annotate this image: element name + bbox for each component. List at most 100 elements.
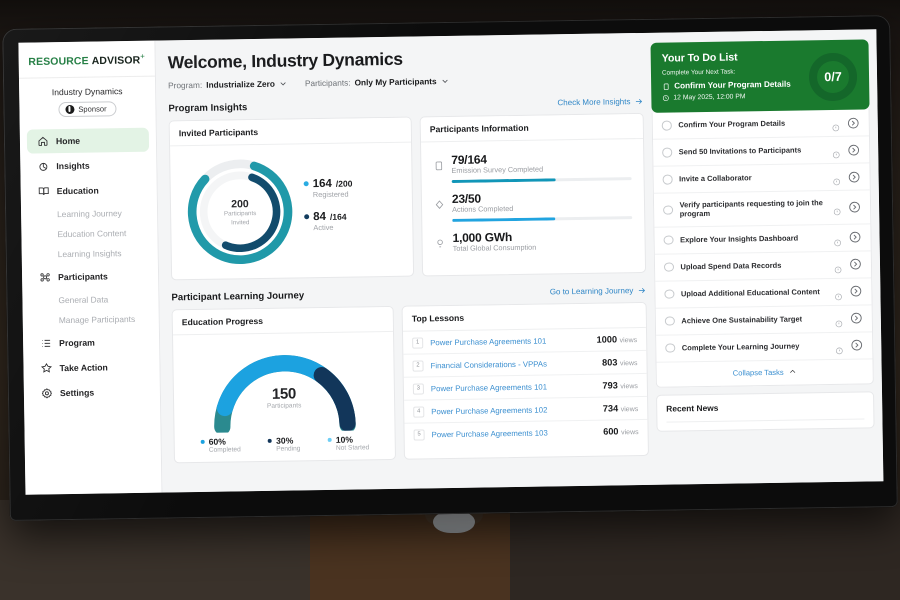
info-icon[interactable] — [834, 287, 842, 300]
sidebar-item-education-content[interactable]: Education Content — [57, 227, 127, 239]
chevron-right-icon[interactable] — [850, 339, 863, 352]
list-item[interactable]: Verify participants requesting to join t… — [653, 190, 871, 228]
lesson-title[interactable]: Power Purchase Agreements 103 — [431, 427, 548, 439]
lesson-title[interactable]: Power Purchase Agreements 101 — [430, 335, 547, 347]
lesson-views-suffix: views — [619, 360, 638, 368]
check-more-insights-label: Check More Insights — [557, 97, 631, 108]
page-title: Welcome, Industry Dynamics — [167, 48, 403, 73]
list-item[interactable]: Achieve One Sustainability Target — [655, 304, 873, 336]
program-filter[interactable]: Program: Industrialize Zero — [168, 79, 287, 90]
participants-information-card: Participants Information 79/164 Emission… — [419, 112, 647, 277]
info-row-emission-survey: 79/164 Emission Survey Completed — [433, 150, 632, 183]
chevron-right-icon[interactable] — [848, 231, 861, 244]
learning-journey-title: Participant Learning Journey — [171, 290, 305, 304]
sidebar-item-label: Program — [59, 337, 95, 348]
chevron-right-icon[interactable] — [848, 170, 861, 183]
task-checkbox[interactable] — [665, 343, 675, 353]
sidebar: RESOURCE ADVISOR+ Industry Dynamics Spon… — [18, 40, 163, 495]
chevron-right-icon[interactable] — [848, 200, 861, 213]
info-icon[interactable] — [835, 341, 843, 354]
sidebar-item-general-data[interactable]: General Data — [58, 293, 109, 305]
lesson-views: 600 — [603, 426, 619, 437]
completed-pct: 60% — [208, 436, 226, 447]
sidebar-item-manage-participants[interactable]: Manage Participants — [58, 313, 136, 325]
lesson-title[interactable]: Power Purchase Agreements 101 — [430, 381, 548, 393]
logo-superscript: + — [140, 51, 146, 61]
active-total: /164 — [329, 211, 347, 222]
desk-surface-right — [510, 500, 900, 600]
book-icon — [38, 185, 50, 197]
check-more-insights-link[interactable]: Check More Insights — [557, 97, 643, 107]
lesson-title[interactable]: Financial Considerations - VPPAs — [430, 358, 548, 370]
info-icon[interactable] — [833, 173, 841, 186]
sidebar-item-program[interactable]: Program — [30, 329, 152, 355]
invited-center-label-2: Invited — [231, 219, 250, 227]
recent-news-card: Recent News — [656, 390, 875, 432]
task-checkbox[interactable] — [662, 147, 672, 158]
info-icon[interactable] — [835, 314, 843, 327]
list-item[interactable]: Upload Additional Educational Content — [655, 277, 872, 309]
list-item[interactable]: Upload Spend Data Records — [654, 250, 872, 282]
list-item[interactable]: Send 50 Invitations to Participants — [653, 136, 870, 167]
info-icon[interactable] — [834, 260, 842, 273]
sidebar-item-settings[interactable]: Settings — [31, 379, 153, 405]
sidebar-item-education[interactable]: Education — [28, 177, 150, 203]
chevron-right-icon[interactable] — [849, 258, 862, 271]
arrow-right-icon — [637, 286, 646, 295]
sponsor-badge-wrap: Sponsor — [19, 100, 155, 126]
lesson-rank: 3 — [412, 382, 424, 395]
actions-completed-progressbar — [452, 216, 633, 222]
pending-pct: 30% — [276, 435, 294, 446]
actions-completed-label: Actions Completed — [452, 203, 514, 214]
sidebar-item-learning-insights[interactable]: Learning Insights — [57, 247, 122, 259]
chevron-right-icon[interactable] — [847, 116, 860, 129]
todo-progress-value: 0/7 — [824, 69, 842, 85]
sponsor-badge[interactable]: Sponsor — [58, 100, 117, 117]
chevron-right-icon[interactable] — [850, 312, 863, 325]
task-checkbox[interactable] — [661, 120, 672, 131]
info-icon[interactable] — [832, 146, 840, 159]
lesson-views: 793 — [602, 380, 618, 391]
sidebar-item-home[interactable]: Home — [26, 127, 150, 154]
list-item[interactable]: Complete Your Learning Journey — [656, 331, 873, 363]
todo-next-task: Confirm Your Program Details — [662, 79, 858, 91]
info-icon[interactable] — [832, 119, 840, 132]
sidebar-item-label: Home — [55, 135, 81, 146]
invited-donut-chart: 200 Participants Invited — [179, 153, 301, 270]
emission-survey-progressbar — [451, 177, 632, 183]
go-to-learning-journey-link[interactable]: Go to Learning Journey — [550, 286, 647, 296]
info-icon[interactable] — [833, 203, 841, 216]
chevron-down-icon — [441, 77, 449, 85]
legend-item-registered: 164/200 Registered — [303, 177, 353, 199]
education-progress-title: Education Progress — [172, 306, 393, 336]
sidebar-item-take-action[interactable]: Take Action — [30, 354, 152, 380]
task-checkbox[interactable] — [664, 316, 675, 326]
sponsor-icon — [65, 104, 75, 114]
list-item[interactable]: Explore Your Insights Dashboard — [654, 223, 871, 255]
collapse-tasks-button[interactable]: Collapse Tasks — [657, 359, 873, 386]
list-item[interactable]: Invite a Collaborator — [653, 163, 870, 194]
task-checkbox[interactable] — [663, 262, 674, 272]
task-checkbox[interactable] — [663, 235, 674, 245]
program-insights-title: Program Insights — [168, 102, 248, 115]
sidebar-item-participants[interactable]: Participants — [29, 263, 151, 289]
task-checkbox[interactable] — [662, 174, 673, 185]
education-progress-body: 150 Participants 60% Completed — [173, 332, 395, 462]
clipboard-icon — [662, 82, 670, 90]
chevron-right-icon[interactable] — [847, 143, 860, 156]
chevron-right-icon[interactable] — [849, 285, 862, 298]
chevron-down-icon — [279, 80, 287, 88]
sidebar-item-insights[interactable]: Insights — [27, 152, 149, 178]
task-checkbox[interactable] — [664, 289, 675, 299]
participants-filter[interactable]: Participants: Only My Participants — [305, 76, 449, 88]
table-row[interactable]: 5 Power Purchase Agreements 103 600 view… — [404, 420, 647, 446]
lesson-views-suffix: views — [619, 337, 638, 345]
sidebar-item-learning-journey[interactable]: Learning Journey — [57, 207, 122, 219]
task-checkbox[interactable] — [663, 204, 673, 215]
lesson-views: 803 — [602, 357, 618, 368]
list-item[interactable]: Confirm Your Program Details — [652, 109, 869, 140]
info-icon[interactable] — [834, 233, 842, 246]
invited-participants-title: Invited Participants — [169, 117, 412, 147]
app-logo[interactable]: RESOURCE ADVISOR+ — [18, 40, 155, 79]
lesson-title[interactable]: Power Purchase Agreements 102 — [431, 404, 548, 416]
